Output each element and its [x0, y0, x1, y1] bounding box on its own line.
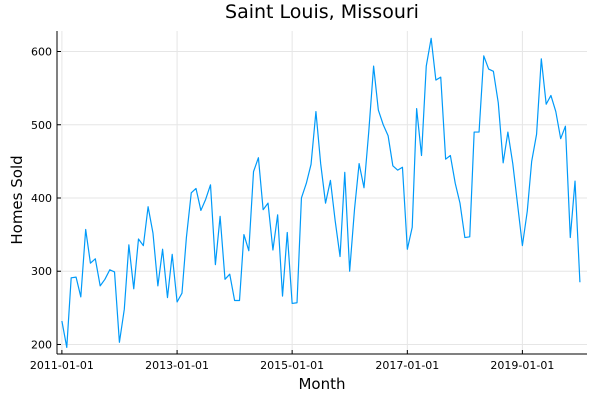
- vertical-gridlines: [61, 31, 523, 354]
- y-tick-label-1: 300: [31, 265, 52, 278]
- series-group: [61, 37, 581, 349]
- x-tick-label-3: 2017-01-01: [375, 359, 439, 372]
- x-tick-label-4: 2019-01-01: [490, 359, 554, 372]
- horizontal-gridlines: [57, 51, 587, 345]
- y-tick-label-0: 200: [31, 338, 52, 351]
- y-tick-label-2: 400: [31, 192, 52, 205]
- y-axis-label: Homes Sold: [8, 155, 26, 244]
- y-tick-label-3: 500: [31, 119, 52, 132]
- x-tick-label-1: 2013-01-01: [145, 359, 209, 372]
- series-line-0: [61, 37, 581, 349]
- x-tick-label-0: 2011-01-01: [30, 359, 94, 372]
- chart-title: Saint Louis, Missouri: [225, 1, 419, 23]
- y-axis-ticks: 200 300 400 500 600: [31, 46, 61, 351]
- x-axis-label: Month: [298, 375, 345, 393]
- x-tick-label-2: 2015-01-01: [260, 359, 324, 372]
- x-axis-ticks: 2011-01-01 2013-01-01 2015-01-01 2017-01-01…: [30, 350, 554, 372]
- y-tick-label-4: 600: [31, 46, 52, 59]
